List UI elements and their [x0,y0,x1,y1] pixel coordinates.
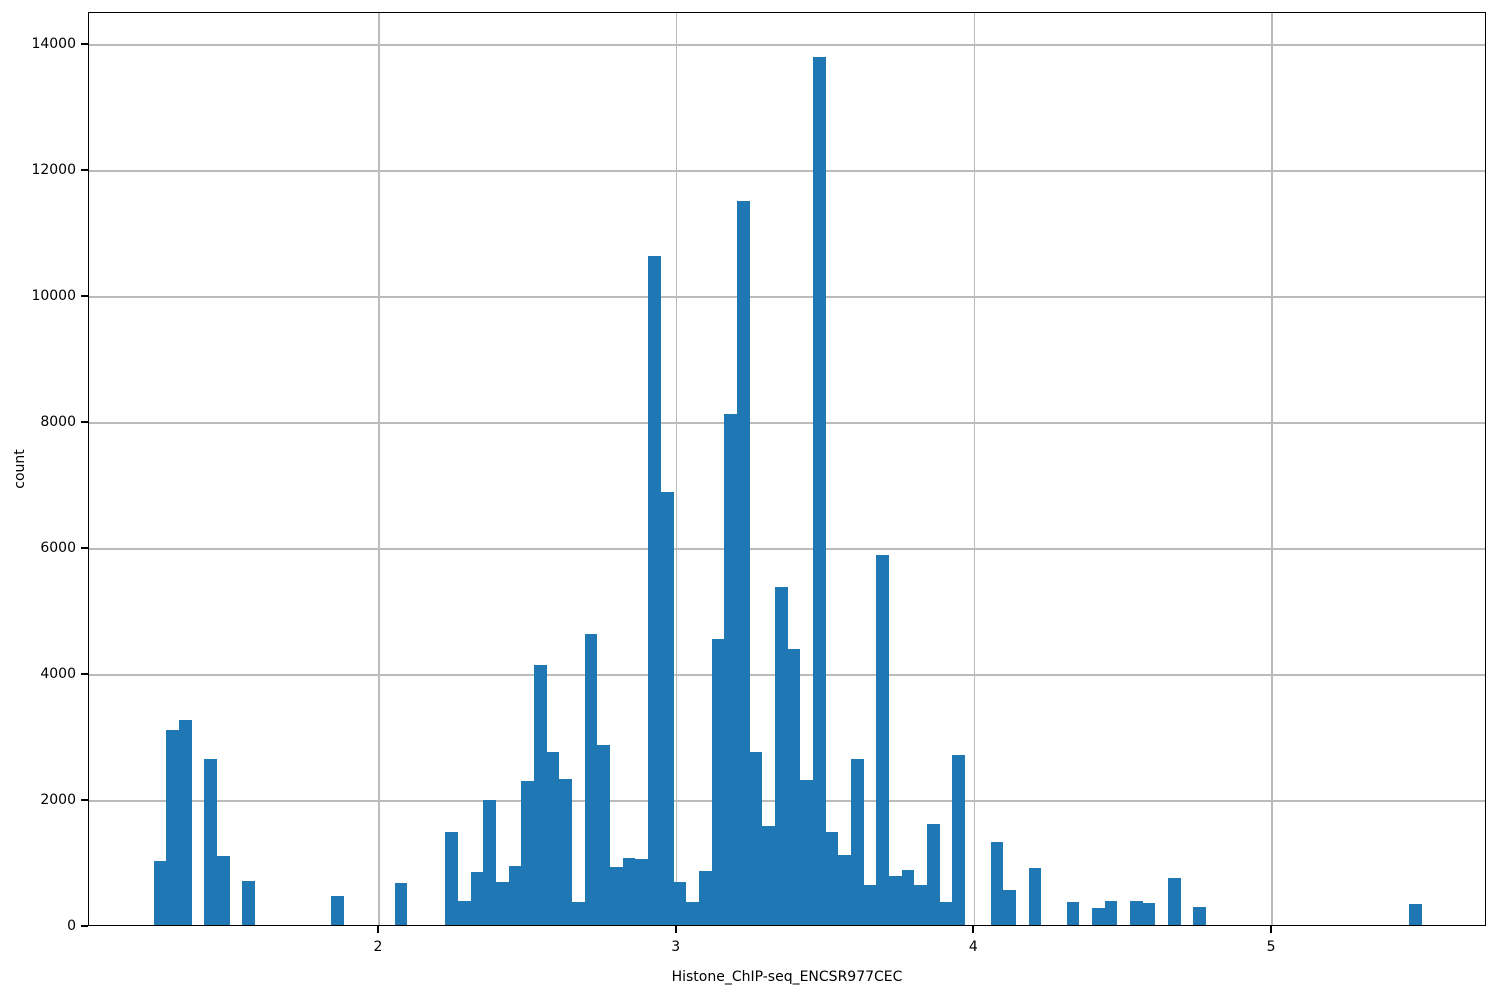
x-tick-mark [972,926,975,933]
x-tick-mark [1270,926,1273,933]
y-tick-mark [81,421,88,423]
histogram-bar [445,831,458,925]
x-axis-label: Histone_ChIP-seq_ENCSR977CEC [671,969,903,985]
x-tick-mark [674,926,677,933]
x-tick-mark [377,926,379,933]
y-tick-label: 6000 [40,540,76,556]
y-axis-label: count [12,449,28,489]
y-tick-mark [81,547,88,549]
y-tick-label: 8000 [40,414,76,430]
histogram-bar [927,823,940,925]
histogram-bar [572,902,585,925]
histogram-bar [660,491,674,925]
histogram-bar [1168,878,1181,925]
y-tick-label: 4000 [40,666,76,682]
histogram-bar [698,870,712,925]
y-tick-label: 12000 [31,162,76,178]
histogram-bar [889,875,902,925]
y-tick-mark [81,673,88,675]
histogram-bar [470,872,484,925]
histogram-bar [483,800,496,925]
histogram-bar [584,633,598,925]
histogram-bar [787,649,801,925]
histogram-bar [749,751,763,925]
gridline-horizontal [89,44,1485,46]
y-tick-label: 0 [67,918,76,934]
histogram-bar [863,884,877,925]
histogram-bar [242,880,256,925]
gridline-horizontal [89,548,1485,550]
histogram-bar [1130,901,1143,925]
y-tick-label: 10000 [31,288,76,304]
gridline-vertical [378,13,380,925]
histogram-bar [635,859,649,925]
histogram-bar [939,902,953,925]
histogram-bar [990,841,1004,925]
bars-layer [89,13,1485,925]
histogram-bar [1193,906,1207,925]
histogram-bar [952,754,966,925]
histogram-bar [1028,867,1042,925]
histogram-bar [166,729,179,925]
histogram-bar [1142,902,1156,925]
x-tick-label: 3 [671,939,681,955]
histogram-bar [673,881,687,925]
histogram-bar [1003,890,1016,925]
histogram-bar [838,855,852,925]
gridline-vertical [675,13,678,925]
gridline-vertical [973,13,976,925]
histogram-bar [876,555,890,925]
y-tick-mark [81,799,88,801]
plot-area [88,12,1486,926]
histogram-bar [851,758,864,925]
histogram-bar [217,856,230,925]
histogram-bar [534,664,547,925]
histogram-bar [546,751,560,925]
histogram-bar [496,881,509,925]
histogram-bar [331,896,344,925]
y-tick-label: 2000 [40,792,76,808]
x-tick-label: 4 [968,939,978,955]
histogram-bar [800,780,813,925]
x-tick-label: 2 [373,939,383,955]
gridline-horizontal [89,296,1485,298]
gridline-vertical [1271,13,1273,925]
gridline-horizontal [89,170,1485,172]
histogram-bar [914,885,928,925]
histogram-bar [825,832,839,925]
gridline-horizontal [89,422,1485,424]
histogram-bar [179,720,192,925]
histogram-bar [204,759,218,925]
histogram-bar [1066,901,1080,925]
histogram-bar [597,744,611,925]
y-tick-mark [81,169,88,171]
histogram-bar [1408,903,1422,925]
x-tick-label: 5 [1266,939,1276,955]
histogram-bar [686,901,699,925]
y-tick-mark [81,925,88,927]
histogram-bar [622,858,636,925]
histogram-bar [762,826,775,925]
y-tick-mark [81,295,88,297]
histogram-bar [610,867,623,925]
histogram-bar [648,255,661,925]
histogram-bar [736,201,750,925]
histogram-bar [711,638,725,925]
histogram-bar [1104,901,1118,925]
histogram-bar [774,586,788,925]
histogram-bar [457,901,471,925]
histogram-bar [901,869,915,925]
histogram-bar [153,860,167,925]
histogram-bar [521,781,535,925]
histogram-bar [508,865,522,925]
y-tick-mark [81,43,88,45]
histogram-bar [394,882,408,925]
histogram-bar [813,56,826,925]
histogram-bar [724,414,737,925]
histogram-bar [1091,908,1105,925]
y-tick-label: 14000 [31,36,76,52]
histogram-bar [559,779,573,925]
